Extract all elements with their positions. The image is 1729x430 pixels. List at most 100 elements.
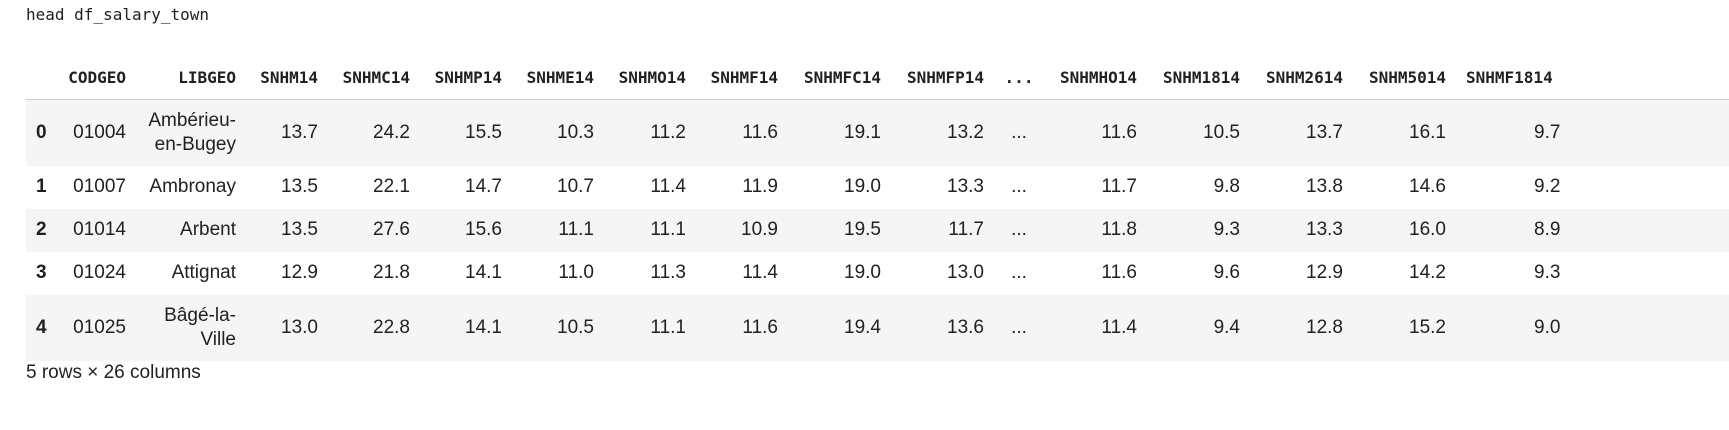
column-header-snhmfc14: SNHMFC14 <box>788 55 891 100</box>
value-cell: 10.5 <box>1203 121 1240 143</box>
column-header-snhme14: SNHME14 <box>512 55 604 100</box>
ellipsis-cell: ... <box>1011 176 1027 197</box>
value-cell: 19.5 <box>844 219 881 240</box>
value-cell: 10.3 <box>557 121 594 143</box>
libgeo-cell: Attignat <box>171 262 236 283</box>
ellipsis-cell: ... <box>1011 316 1027 338</box>
column-header-snhm1814: SNHM1814 <box>1147 55 1250 100</box>
value-cell: 14.6 <box>1409 176 1446 197</box>
codgeo-cell: 01014 <box>73 219 126 240</box>
value-cell: 12.9 <box>281 262 318 283</box>
table-row: 1 01007 Ambronay 13.5 22.1 14.7 10.7 11.… <box>26 165 1729 209</box>
table-header-row: CODGEO LIBGEO SNHM14 SNHMC14 SNHMP14 SNH… <box>26 55 1729 100</box>
value-cell: 27.6 <box>373 219 410 240</box>
column-header-ellipsis: ... <box>994 55 1044 100</box>
column-header-snhm5014: SNHM5014 <box>1353 55 1456 100</box>
value-cell: 19.4 <box>844 316 881 338</box>
value-cell: 11.0 <box>558 262 594 283</box>
column-header-snhmp14: SNHMP14 <box>420 55 512 100</box>
libgeo-cell: Ambérieu-en-Bugey <box>148 109 236 155</box>
value-cell: 13.7 <box>1306 121 1343 143</box>
libgeo-cell: Bâgé-la-Ville <box>164 304 236 350</box>
value-cell: 13.5 <box>281 219 318 240</box>
value-cell: 13.8 <box>1306 176 1343 197</box>
row-index-cell: 1 <box>36 176 47 197</box>
ellipsis-cell: ... <box>1011 121 1027 143</box>
libgeo-cell: Arbent <box>180 219 236 240</box>
column-header-snhmf1814: SNHMF1814 <box>1456 55 1729 100</box>
value-cell: 9.0 <box>1534 316 1561 338</box>
column-header-snhmf14: SNHMF14 <box>696 55 788 100</box>
value-cell: 19.0 <box>844 262 881 283</box>
ellipsis-cell: ... <box>1011 262 1027 283</box>
column-header-snhmo14: SNHMO14 <box>604 55 696 100</box>
value-cell: 12.8 <box>1306 316 1343 338</box>
value-cell: 11.4 <box>650 176 686 197</box>
value-cell: 13.3 <box>1306 219 1343 240</box>
value-cell: 14.1 <box>465 262 502 283</box>
value-cell: 10.5 <box>557 316 594 338</box>
column-header-snhmho14: SNHMHO14 <box>1044 55 1147 100</box>
value-cell: 13.3 <box>947 176 984 197</box>
value-cell: 11.1 <box>558 219 594 240</box>
value-cell: 11.3 <box>650 262 686 283</box>
codgeo-cell: 01004 <box>73 121 126 143</box>
value-cell: 14.2 <box>1409 262 1446 283</box>
row-index-cell: 3 <box>36 262 47 283</box>
value-cell: 11.4 <box>1101 316 1137 338</box>
codgeo-cell: 01025 <box>73 316 126 338</box>
column-header-libgeo: LIBGEO <box>136 55 246 100</box>
codgeo-cell: 01007 <box>73 176 126 197</box>
ellipsis-cell: ... <box>1011 219 1027 240</box>
value-cell: 16.1 <box>1409 121 1446 143</box>
value-cell: 10.9 <box>741 219 778 240</box>
value-cell: 11.4 <box>742 262 778 283</box>
value-cell: 14.7 <box>465 176 502 197</box>
value-cell: 9.8 <box>1213 176 1240 197</box>
column-header-snhm14: SNHM14 <box>246 55 328 100</box>
table-row: 3 01024 Attignat 12.9 21.8 14.1 11.0 11.… <box>26 251 1729 295</box>
dataframe-shape-label: 5 rows × 26 columns <box>26 362 201 383</box>
row-index-cell: 0 <box>36 121 47 143</box>
value-cell: 11.8 <box>1101 219 1137 240</box>
value-cell: 9.3 <box>1213 219 1240 240</box>
value-cell: 9.2 <box>1534 176 1561 197</box>
value-cell: 21.8 <box>373 262 410 283</box>
value-cell: 15.6 <box>465 219 502 240</box>
value-cell: 13.0 <box>281 316 318 338</box>
value-cell: 15.5 <box>465 121 502 143</box>
value-cell: 11.6 <box>742 316 778 338</box>
value-cell: 11.6 <box>1101 262 1137 283</box>
value-cell: 13.6 <box>947 316 984 338</box>
value-cell: 9.7 <box>1534 121 1561 143</box>
value-cell: 11.1 <box>650 219 686 240</box>
column-header-codgeo: CODGEO <box>64 55 136 100</box>
dataframe-output: CODGEO LIBGEO SNHM14 SNHMC14 SNHMP14 SNH… <box>26 55 1729 361</box>
column-header-snhmc14: SNHMC14 <box>328 55 420 100</box>
value-cell: 13.5 <box>281 176 318 197</box>
value-cell: 11.9 <box>742 176 778 197</box>
value-cell: 14.1 <box>465 316 502 338</box>
value-cell: 13.2 <box>947 121 984 143</box>
value-cell: 24.2 <box>373 121 410 143</box>
code-cell-command: head df_salary_town <box>26 5 210 24</box>
table-row: 0 01004 Ambérieu-en-Bugey 13.7 24.2 15.5… <box>26 99 1729 166</box>
value-cell: 9.3 <box>1534 262 1561 283</box>
value-cell: 13.0 <box>947 262 984 283</box>
column-header-snhm2614: SNHM2614 <box>1250 55 1353 100</box>
table-row: 4 01025 Bâgé-la-Ville 13.0 22.8 14.1 10.… <box>26 294 1729 361</box>
value-cell: 13.7 <box>281 121 318 143</box>
codgeo-cell: 01024 <box>73 262 126 283</box>
value-cell: 16.0 <box>1409 219 1446 240</box>
row-index-cell: 2 <box>36 219 47 240</box>
table-row: 2 01014 Arbent 13.5 27.6 15.6 11.1 11.1 … <box>26 208 1729 252</box>
value-cell: 11.6 <box>1101 121 1137 143</box>
value-cell: 8.9 <box>1534 219 1561 240</box>
libgeo-cell: Ambronay <box>149 176 236 197</box>
value-cell: 11.6 <box>742 121 778 143</box>
value-cell: 12.9 <box>1306 262 1343 283</box>
column-header-snhmfp14: SNHMFP14 <box>891 55 994 100</box>
value-cell: 9.4 <box>1213 316 1240 338</box>
value-cell: 22.1 <box>373 176 410 197</box>
row-index-cell: 4 <box>36 316 47 338</box>
